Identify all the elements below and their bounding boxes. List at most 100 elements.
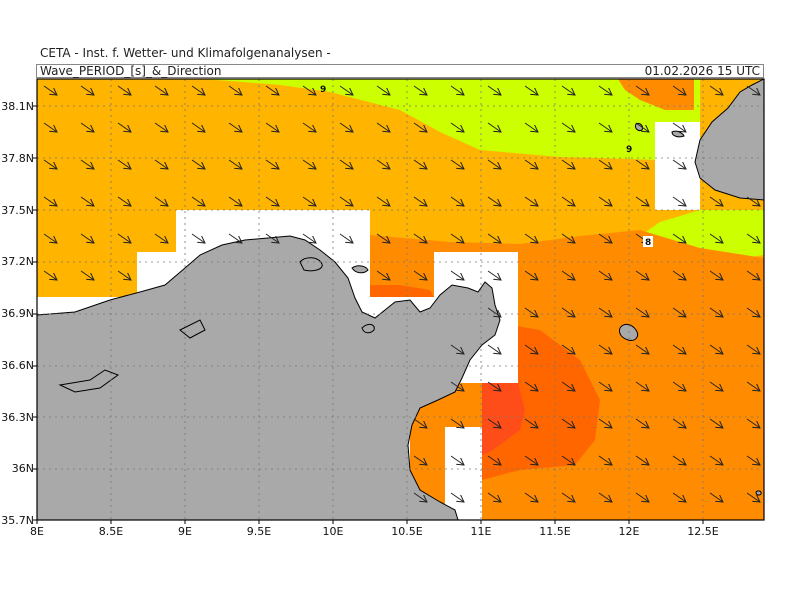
wave-direction-arrow [524, 85, 538, 95]
wave-direction-arrow [746, 270, 760, 280]
wave-direction-arrow [413, 455, 427, 465]
wave-direction-arrow [450, 381, 464, 391]
land-tunisia [37, 235, 501, 520]
lon-label: 9E [178, 525, 192, 538]
wave-direction-arrow [598, 307, 612, 317]
wave-direction-arrow [413, 85, 427, 95]
valid-time: 01.02.2026 15 UTC [644, 64, 760, 78]
period-field-9-10-east [640, 210, 764, 260]
wave-direction-arrow [524, 233, 538, 243]
wave-direction-arrow [154, 233, 168, 243]
lon-label: 8E [30, 525, 44, 538]
wave-direction-arrow [524, 381, 538, 391]
wave-direction-arrow [43, 233, 57, 243]
wave-direction-arrow [413, 196, 427, 206]
wave-direction-arrow [117, 233, 131, 243]
wave-direction-arrow [487, 381, 501, 391]
wave-direction-arrow [672, 307, 686, 317]
wave-direction-arrow [487, 122, 501, 132]
wave-direction-arrow [672, 455, 686, 465]
wave-direction-arrow [746, 381, 760, 391]
lon-label: 10E [323, 525, 344, 538]
lat-label: 37.2N [1, 255, 34, 268]
wave-direction-arrow [635, 307, 649, 317]
wave-direction-arrow [524, 492, 538, 502]
wave-direction-arrow [413, 122, 427, 132]
wave-direction-arrow [598, 344, 612, 354]
wave-direction-arrow [672, 270, 686, 280]
wave-direction-arrow [265, 196, 279, 206]
wave-direction-arrow [80, 122, 94, 132]
contour-labels: 9 9 8 [320, 85, 653, 248]
lon-label: 11E [471, 525, 492, 538]
wave-direction-arrow [524, 344, 538, 354]
wave-direction-arrow [672, 381, 686, 391]
wave-direction-arrow [709, 270, 723, 280]
wave-direction-arrows [43, 85, 760, 502]
wave-direction-arrow [265, 85, 279, 95]
wave-direction-arrow [450, 270, 464, 280]
wave-direction-arrow [80, 233, 94, 243]
wave-direction-arrow [746, 344, 760, 354]
longitude-axis: 8E 8.5E 9E 9.5E 10E 10.5E 11E 11.5E 12E … [30, 525, 719, 538]
wave-direction-arrow [228, 85, 242, 95]
wave-direction-arrow [709, 233, 723, 243]
wave-direction-arrow [450, 344, 464, 354]
wave-direction-arrow [598, 455, 612, 465]
wave-direction-arrow [117, 270, 131, 280]
wave-direction-arrow [746, 418, 760, 428]
wave-direction-arrow [561, 270, 575, 280]
wave-direction-arrow [154, 122, 168, 132]
lat-label: 36.9N [1, 307, 34, 320]
wave-direction-arrow [265, 122, 279, 132]
wave-direction-arrow [339, 196, 353, 206]
wave-direction-arrow [635, 85, 649, 95]
wave-direction-arrow [598, 270, 612, 280]
wave-direction-arrow [709, 307, 723, 317]
wave-direction-arrow [450, 233, 464, 243]
wave-direction-arrow [450, 418, 464, 428]
wave-direction-arrow [709, 85, 723, 95]
lat-label: 36.3N [1, 411, 34, 424]
wave-direction-arrow [487, 455, 501, 465]
wave-direction-arrow [339, 85, 353, 95]
wave-direction-arrow [672, 85, 686, 95]
wave-direction-arrow [339, 122, 353, 132]
wave-direction-arrow [487, 270, 501, 280]
wave-direction-arrow [191, 122, 205, 132]
wave-direction-arrow [191, 233, 205, 243]
wave-direction-arrow [376, 196, 390, 206]
lat-label: 37.5N [1, 204, 34, 217]
wave-direction-arrow [339, 159, 353, 169]
product-title: Wave_PERIOD_[s]_&_Direction [40, 64, 222, 78]
wave-direction-arrow [413, 418, 427, 428]
latitude-axis: 38.1N 37.8N 37.5N 37.2N 36.9N 36.6N 36.3… [1, 100, 34, 527]
wave-direction-arrow [561, 196, 575, 206]
wave-direction-arrow [524, 307, 538, 317]
wave-direction-arrow [524, 196, 538, 206]
wave-direction-arrow [487, 85, 501, 95]
land-islet-2 [361, 323, 375, 334]
wave-direction-arrow [746, 85, 760, 95]
wave-direction-arrow [598, 196, 612, 206]
wave-direction-arrow [487, 233, 501, 243]
plot-frame [36, 78, 765, 521]
wave-direction-arrow [746, 196, 760, 206]
land-sicily [694, 79, 764, 201]
wave-direction-arrow [339, 233, 353, 243]
wave-direction-arrow [117, 196, 131, 206]
wave-direction-arrow [635, 122, 649, 132]
lon-label: 11.5E [539, 525, 570, 538]
wave-direction-arrow [191, 85, 205, 95]
wave-direction-arrow [43, 159, 57, 169]
wave-direction-arrow [598, 159, 612, 169]
wave-direction-arrow [487, 196, 501, 206]
wave-direction-arrow [154, 85, 168, 95]
lon-label: 9.5E [247, 525, 271, 538]
lon-label: 12.5E [687, 525, 718, 538]
wave-direction-arrow [746, 233, 760, 243]
wave-direction-arrow [265, 233, 279, 243]
wave-direction-arrow [302, 159, 316, 169]
period-field-5-6 [482, 383, 525, 455]
